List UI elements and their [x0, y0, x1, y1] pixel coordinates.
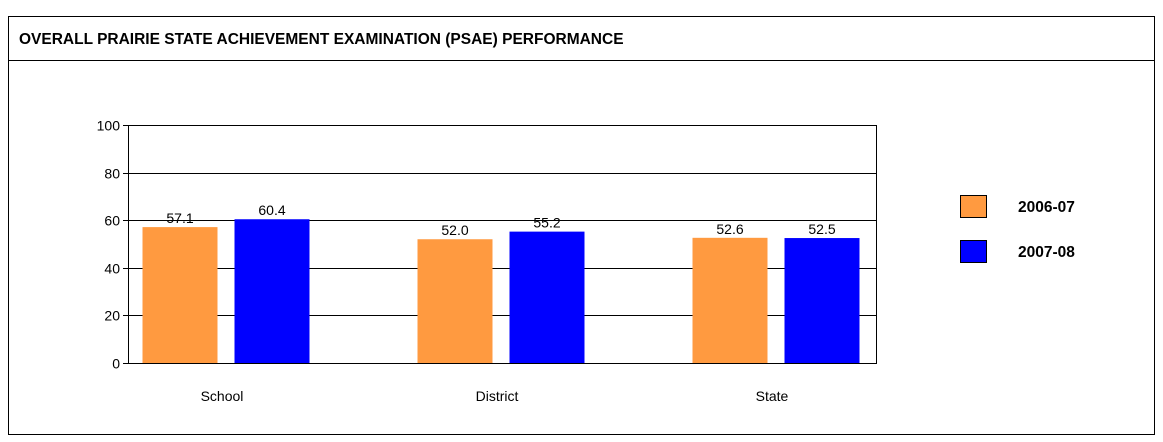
x-tick-label: State	[756, 388, 789, 404]
y-tick-label: 0	[112, 356, 120, 372]
data-label: 52.5	[808, 221, 835, 237]
data-label: 60.4	[258, 202, 285, 218]
bar	[234, 219, 310, 363]
x-tick-label: District	[476, 388, 519, 404]
y-tick-label: 60	[104, 213, 120, 229]
legend-label: 2007-08	[1018, 244, 1075, 261]
legend-label: 2006-07	[1018, 199, 1075, 216]
data-label: 52.6	[716, 221, 743, 237]
data-label: 55.2	[533, 215, 560, 231]
y-tick-label: 20	[104, 308, 120, 324]
bar	[509, 231, 585, 363]
y-tick-label: 100	[97, 118, 121, 134]
bar	[417, 239, 493, 363]
legend-swatch	[960, 240, 987, 263]
data-label: 57.1	[166, 210, 193, 226]
legend-swatch	[960, 195, 987, 218]
y-tick-label: 40	[104, 261, 120, 277]
y-tick-label: 80	[104, 166, 120, 182]
bar	[784, 238, 860, 363]
x-tick-label: School	[201, 388, 244, 404]
bar	[692, 237, 768, 363]
bar	[142, 227, 218, 363]
chart-title: OVERALL PRAIRIE STATE ACHIEVEMENT EXAMIN…	[19, 31, 624, 48]
data-label: 52.0	[441, 222, 468, 238]
